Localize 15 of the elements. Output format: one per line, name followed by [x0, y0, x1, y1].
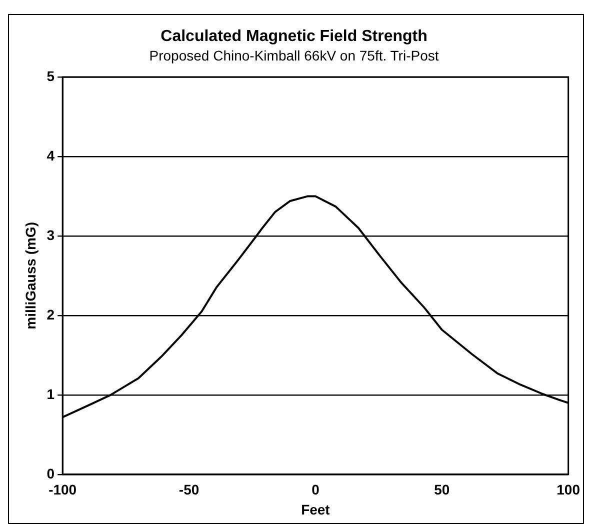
- x-tick-label: -50: [178, 482, 200, 498]
- x-tick-label: -100: [48, 482, 77, 498]
- x-tick-label: 50: [434, 482, 450, 498]
- y-tick-label: 3: [46, 226, 55, 243]
- chart-title: Calculated Magnetic Field Strength: [160, 28, 428, 46]
- y-tick-label: 0: [46, 465, 55, 482]
- y-tick-label: 4: [46, 147, 55, 164]
- y-tick-label: 5: [46, 68, 55, 84]
- y-tick-label: 1: [46, 386, 55, 402]
- y-axis-title: milliGauss (mG): [22, 222, 38, 330]
- x-tick-label: 0: [312, 482, 320, 498]
- y-tick-label: 2: [46, 306, 55, 322]
- chart-subtitle: Proposed Chino-Kimball 66kV on 75ft. Tri-Post: [149, 47, 439, 64]
- x-axis-title: Feet: [301, 501, 330, 518]
- x-tick-label: 100: [556, 482, 580, 498]
